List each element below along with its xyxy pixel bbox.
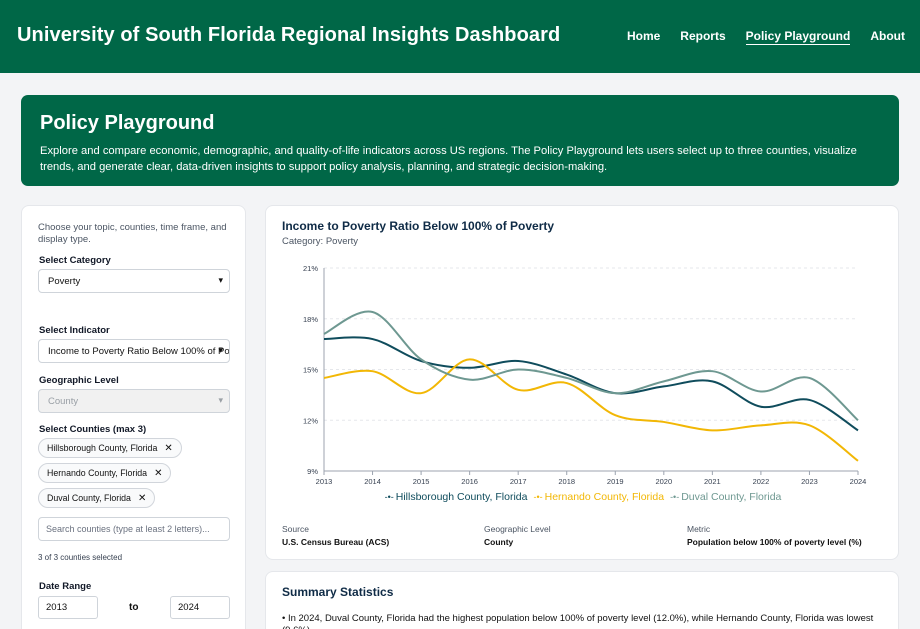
source-label: Source xyxy=(282,524,309,534)
summary-bullet: • In 2024, Duval County, Florida had the… xyxy=(282,613,874,629)
x-tick-label: 2021 xyxy=(704,477,721,486)
category-value: Poverty xyxy=(48,276,81,287)
metric-meta: Metric Population below 100% of poverty … xyxy=(687,524,862,547)
top-navbar: University of South Florida Regional Ins… xyxy=(0,0,920,73)
date-range-label: Date Range xyxy=(39,581,92,592)
chevron-down-icon: ▾ xyxy=(218,345,223,355)
chart-card: Income to Poverty Ratio Below 100% of Po… xyxy=(265,205,899,560)
metric-label: Metric xyxy=(687,524,711,534)
date-to-label: to xyxy=(129,602,139,613)
series-line xyxy=(323,310,859,422)
geo-meta: Geographic Level County xyxy=(484,524,551,547)
geo-meta-value: County xyxy=(484,537,514,547)
series-line xyxy=(323,358,859,462)
summary-card: Summary Statistics • In 2024, Duval Coun… xyxy=(265,571,899,629)
chevron-down-icon: ▾ xyxy=(218,275,223,285)
category-label: Select Category xyxy=(39,255,111,266)
nav-about[interactable]: About xyxy=(870,29,905,43)
nav-reports[interactable]: Reports xyxy=(680,29,726,43)
counties-label: Select Counties (max 3) xyxy=(39,424,147,435)
x-tick-label: 2019 xyxy=(607,477,624,486)
x-tick-label: 2018 xyxy=(558,477,575,486)
source-value: U.S. Census Bureau (ACS) xyxy=(282,537,390,547)
geo-meta-label: Geographic Level xyxy=(484,524,551,534)
indicator-label: Select Indicator xyxy=(39,325,110,336)
chevron-down-icon: ▾ xyxy=(218,395,223,405)
county-chip-label: Hernando County, Florida xyxy=(47,468,148,478)
series-line xyxy=(323,336,859,432)
legend-marker-icon: -•- xyxy=(384,492,394,502)
x-tick-label: 2013 xyxy=(316,477,333,486)
source-meta: Source U.S. Census Bureau (ACS) xyxy=(282,524,389,547)
hero-banner: Policy Playground Explore and compare ec… xyxy=(21,95,899,186)
date-from-input[interactable]: 2013 xyxy=(38,596,98,619)
summary-title: Summary Statistics xyxy=(282,585,394,599)
page-description: Explore and compare economic, demographi… xyxy=(40,145,857,173)
county-chip: Duval County, Florida ✕ xyxy=(38,488,156,508)
date-to-input[interactable]: 2024 xyxy=(170,596,230,619)
indicator-value: Income to Poverty Ratio Below 100% of Po xyxy=(48,346,230,357)
county-chip: Hillsborough County, Florida ✕ xyxy=(38,438,182,458)
legend-marker-icon: -•- xyxy=(670,492,680,502)
x-tick-label: 2014 xyxy=(364,477,381,486)
x-tick-label: 2023 xyxy=(801,477,818,486)
legend-marker-icon: -•- xyxy=(533,492,543,502)
geo-level-label: Geographic Level xyxy=(39,375,119,386)
y-tick-label: 18% xyxy=(303,315,318,324)
geo-level-select: County ▾ xyxy=(38,389,230,413)
x-tick-label: 2024 xyxy=(850,477,867,486)
legend-label: Hernando County, Florida xyxy=(544,491,665,503)
page-title: Policy Playground xyxy=(40,112,215,134)
x-tick-label: 2015 xyxy=(413,477,430,486)
x-tick-label: 2016 xyxy=(461,477,478,486)
y-tick-label: 21% xyxy=(303,264,318,273)
nav-home[interactable]: Home xyxy=(626,29,661,43)
legend-label: Duval County, Florida xyxy=(681,491,782,503)
geo-level-value: County xyxy=(48,396,79,407)
line-chart: 9% 12% 15% 18% 21% 2013 2014 2015 2016 2017 2018 20… xyxy=(303,264,867,486)
main-nav: Home Reports Policy Playground About xyxy=(627,29,905,45)
chart-subtitle: Category: Poverty xyxy=(282,236,359,247)
close-icon[interactable]: ✕ xyxy=(164,443,173,454)
y-tick-label: 12% xyxy=(303,416,318,425)
controls-panel: Choose your topic, counties, time frame,… xyxy=(21,205,246,629)
y-tick-label: 15% xyxy=(303,366,318,375)
metric-value: Population below 100% of poverty level (… xyxy=(687,537,862,547)
legend-item[interactable]: -•- Hernando County, Florida xyxy=(533,491,664,503)
chart-title: Income to Poverty Ratio Below 100% of Po… xyxy=(282,219,555,233)
county-chip-label: Hillsborough County, Florida xyxy=(47,443,158,453)
legend-label: Hillsborough County, Florida xyxy=(395,491,528,503)
county-chip: Hernando County, Florida ✕ xyxy=(38,463,172,483)
close-icon[interactable]: ✕ xyxy=(154,468,163,479)
y-tick-label: 9% xyxy=(307,467,318,476)
close-icon[interactable]: ✕ xyxy=(137,493,147,504)
app-title: University of South Florida Regional Ins… xyxy=(17,24,561,46)
x-tick-label: 2017 xyxy=(510,477,527,486)
category-select[interactable]: Poverty ▾ xyxy=(38,269,230,293)
selected-count: 3 of 3 counties selected xyxy=(38,553,123,562)
county-chip-label: Duval County, Florida xyxy=(47,493,131,503)
legend-item[interactable]: -•- Duval County, Florida xyxy=(670,491,781,503)
legend-item[interactable]: -•- Hillsborough County, Florida xyxy=(385,491,528,503)
nav-policy-playground[interactable]: Policy Playground xyxy=(745,29,851,45)
chart-legend: -•- Hillsborough County, Florida -•- Hernan… xyxy=(266,491,900,503)
controls-intro: Choose your topic, counties, time frame,… xyxy=(38,222,227,245)
x-tick-label: 2020 xyxy=(655,477,672,486)
indicator-select[interactable]: Income to Poverty Ratio Below 100% of Po… xyxy=(38,339,230,363)
county-search-input[interactable]: Search counties (type at least 2 letters… xyxy=(38,517,230,541)
x-tick-label: 2022 xyxy=(753,477,770,486)
